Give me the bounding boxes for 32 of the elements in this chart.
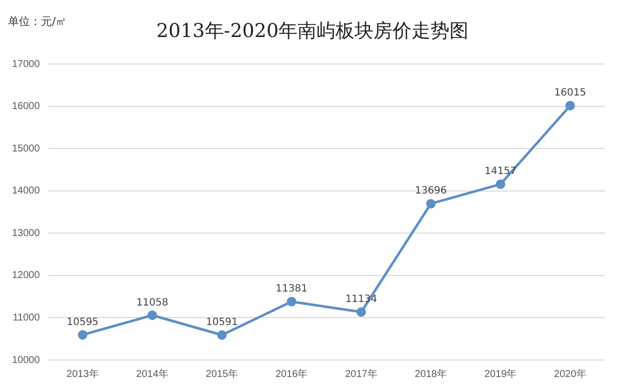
y-axis-title: 单位：元/㎡ (8, 14, 67, 29)
x-tick-label: 2017年 (345, 368, 378, 380)
y-tick-label: 12000 (12, 270, 40, 282)
data-label: 10591 (206, 317, 238, 328)
y-tick-label: 10000 (12, 354, 40, 366)
chart-title: 2013年-2020年南屿板块房价走势图 (156, 20, 469, 42)
point (565, 100, 575, 110)
data-label: 13696 (414, 186, 447, 197)
x-tick-label: 2018年 (414, 368, 447, 380)
y-tick-label: 16000 (12, 101, 40, 112)
y-tick-label: 11000 (12, 312, 40, 324)
x-tick-label: 2016年 (275, 368, 308, 380)
point (217, 330, 227, 340)
x-tick-label: 2013年 (66, 368, 99, 380)
point (356, 307, 366, 317)
point (148, 310, 158, 320)
y-tick-label: 15000 (12, 143, 40, 154)
point (496, 179, 506, 189)
data-label: 10595 (66, 316, 99, 328)
data-label: 16015 (554, 88, 586, 99)
data-label: 11058 (136, 297, 168, 308)
x-tick-label: 2019年 (484, 368, 517, 380)
point (426, 198, 436, 208)
x-tick-label: 2015年 (206, 368, 238, 380)
y-tick-label: 17000 (12, 58, 40, 70)
y-tick-label: 14000 (12, 186, 40, 197)
x-tick-label: 2020年 (554, 368, 586, 380)
data-label: 11381 (276, 284, 308, 295)
x-tick-label: 2014年 (136, 368, 168, 380)
point (78, 330, 88, 340)
y-tick-label: 13000 (12, 228, 40, 239)
point (286, 296, 296, 306)
